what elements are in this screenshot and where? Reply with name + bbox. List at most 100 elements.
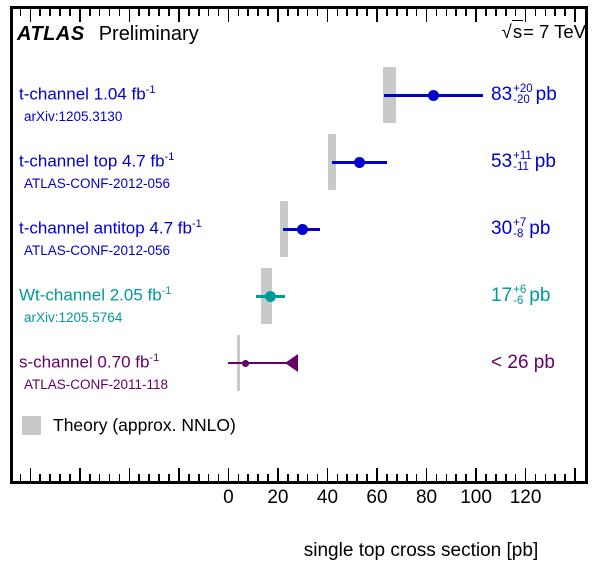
- minor-tick: [396, 474, 398, 481]
- major-tick: [425, 9, 428, 22]
- minor-tick: [98, 474, 101, 481]
- limit-arrow-icon: [285, 354, 299, 372]
- minor-tick: [39, 474, 42, 481]
- unit-label: pb: [534, 151, 556, 172]
- limit-line: [228, 361, 295, 365]
- x-tick-label: 20: [267, 487, 289, 508]
- major-tick: [475, 468, 477, 481]
- minor-tick: [485, 474, 487, 481]
- minor-tick: [168, 474, 170, 481]
- sqrt-icon: √: [501, 21, 512, 42]
- value-number: 83: [491, 84, 513, 105]
- error-stack: +6 -6: [513, 284, 527, 307]
- minor-tick: [366, 474, 368, 481]
- minor-tick: [118, 9, 121, 16]
- inverse-fb-superscript: -1: [149, 352, 160, 364]
- minor-tick: [495, 9, 497, 16]
- major-tick: [227, 9, 230, 22]
- minor-tick: [415, 9, 418, 16]
- value-number: 53: [491, 151, 513, 172]
- minor-tick: [287, 474, 289, 481]
- minor-tick: [158, 9, 160, 16]
- minor-tick: [445, 9, 448, 16]
- major-tick: [524, 9, 527, 22]
- major-tick: [574, 468, 576, 481]
- minor-tick: [405, 9, 408, 16]
- minor-tick: [257, 474, 259, 481]
- major-tick: [574, 9, 576, 22]
- atlas-logo-text: ATLAS: [17, 23, 85, 45]
- minor-tick: [49, 474, 51, 481]
- minor-tick: [455, 474, 458, 481]
- minor-tick: [554, 9, 557, 16]
- inverse-fb-superscript: -1: [164, 151, 175, 163]
- minor-tick: [247, 474, 250, 481]
- minor-tick: [544, 9, 547, 16]
- minor-tick: [514, 474, 517, 481]
- minor-tick: [296, 474, 299, 481]
- major-tick: [277, 468, 279, 481]
- minor-tick: [316, 9, 319, 16]
- minor-tick: [386, 474, 388, 481]
- major-tick: [29, 9, 32, 22]
- minor-tick: [267, 9, 269, 16]
- minor-tick: [316, 474, 319, 481]
- channel-label: s-channel 0.70 fb-1: [19, 352, 160, 372]
- minor-tick: [564, 474, 566, 481]
- minor-tick: [356, 474, 358, 481]
- minor-tick: [405, 474, 408, 481]
- minor-tick: [19, 9, 22, 16]
- x-axis-title: single top cross section [pb]: [303, 540, 539, 561]
- x-tick-label: 60: [366, 487, 388, 508]
- minor-tick: [534, 474, 537, 481]
- major-tick: [178, 9, 180, 22]
- minor-tick: [138, 474, 141, 481]
- minor-tick: [336, 474, 339, 481]
- minor-tick: [485, 9, 487, 16]
- plot-title: ATLAS Preliminary: [17, 23, 199, 46]
- major-tick: [227, 468, 230, 481]
- value-label: 17 +6 -6 pb: [491, 282, 550, 310]
- minor-tick: [415, 474, 418, 481]
- inverse-fb-superscript: -1: [145, 84, 156, 96]
- value-label: < 26 pb: [491, 352, 555, 373]
- reference-label: ATLAS-CONF-2012-056: [24, 243, 171, 258]
- inverse-fb-superscript: -1: [191, 218, 202, 230]
- minor-tick: [296, 9, 299, 16]
- x-tick-label: 80: [415, 487, 438, 508]
- minor-tick: [564, 9, 566, 16]
- minor-tick: [197, 474, 200, 481]
- channel-label: t-channel 1.04 fb-1: [19, 84, 156, 104]
- minor-tick: [366, 9, 368, 16]
- minor-tick: [207, 9, 210, 16]
- major-tick: [376, 468, 378, 481]
- major-tick: [475, 9, 477, 22]
- minor-tick: [544, 474, 547, 481]
- x-tick-label: 120: [509, 487, 542, 508]
- minor-tick: [237, 9, 240, 16]
- major-tick: [524, 468, 527, 481]
- theory-band-swatch: [22, 416, 41, 435]
- data-point: [265, 290, 277, 302]
- minor-tick: [514, 9, 517, 16]
- reference-label: ATLAS-CONF-2012-056: [24, 176, 171, 191]
- x-tick-label: 40: [316, 487, 339, 508]
- sqrt-arg: s: [511, 20, 524, 42]
- minor-tick: [69, 474, 71, 481]
- minor-tick: [138, 9, 141, 16]
- major-tick: [376, 9, 378, 22]
- value-label: 30 +7 -8 pb: [491, 215, 550, 243]
- minor-tick: [257, 9, 259, 16]
- minor-tick: [346, 9, 349, 16]
- minor-tick: [554, 474, 557, 481]
- major-tick: [128, 468, 131, 481]
- minor-tick: [148, 9, 150, 16]
- channel-label: t-channel antitop 4.7 fb-1: [19, 218, 202, 238]
- major-tick: [277, 9, 279, 22]
- minor-tick: [207, 474, 210, 481]
- major-tick: [326, 468, 329, 481]
- unit-label: pb: [529, 285, 551, 306]
- data-point: [428, 89, 440, 101]
- channel-label: t-channel top 4.7 fb-1: [19, 151, 175, 171]
